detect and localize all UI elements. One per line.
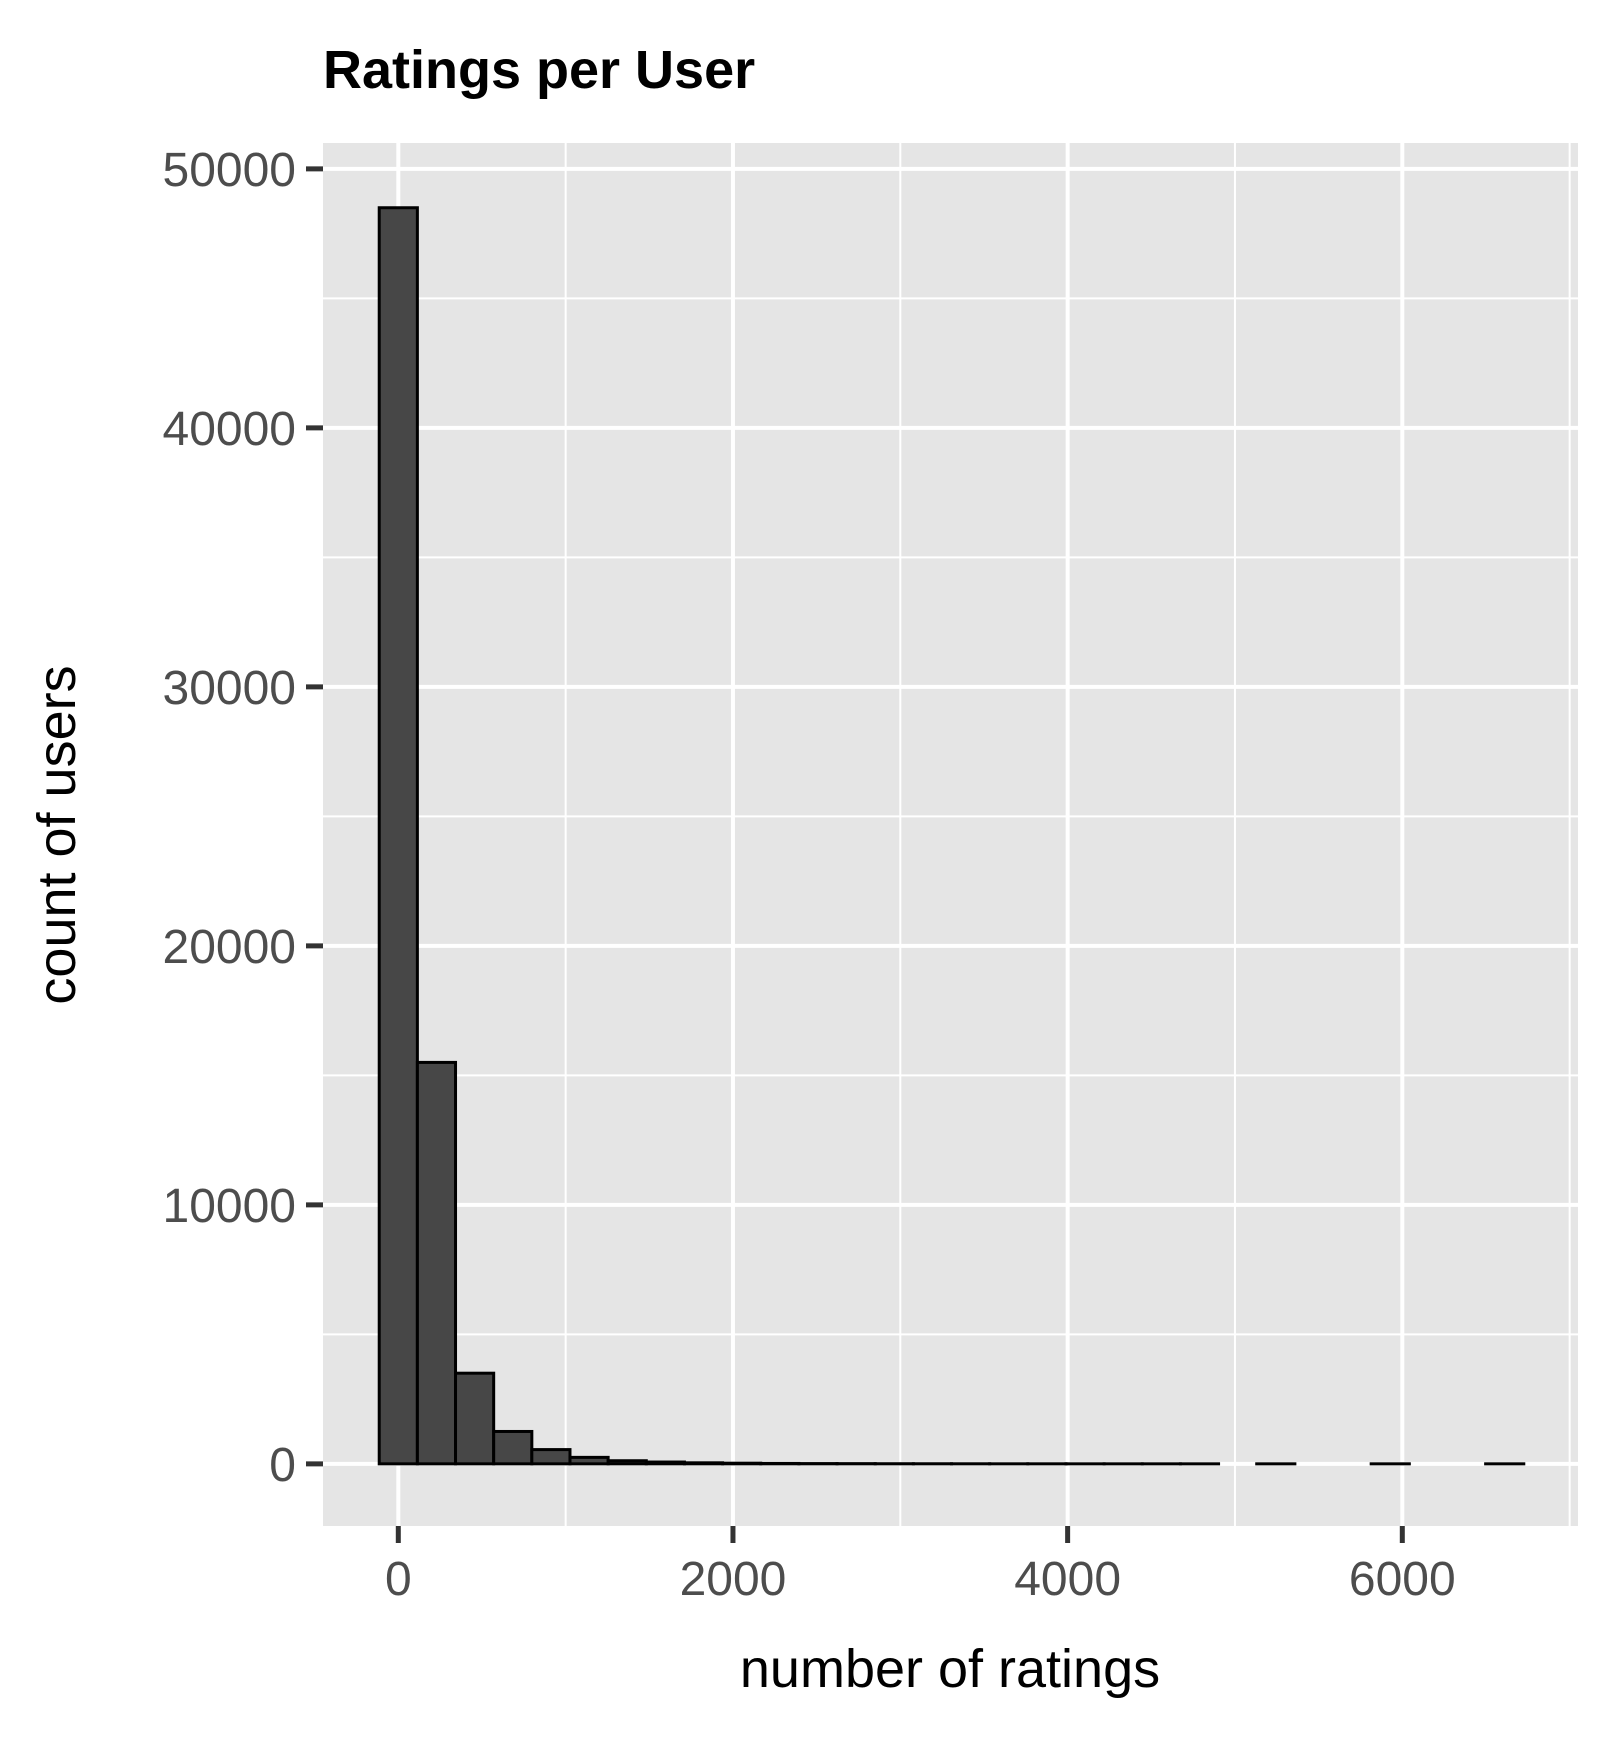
histogram-bar [530, 1448, 572, 1466]
y-tick-label: 30000 [163, 662, 296, 715]
histogram-bar [568, 1455, 610, 1466]
x-tick-label: 0 [385, 1553, 412, 1606]
x-tick-label: 2000 [680, 1553, 787, 1606]
histogram-bar [644, 1460, 686, 1466]
histogram-bar [454, 1371, 496, 1466]
chart-title: Ratings per User [323, 40, 755, 100]
y-tick-label: 50000 [163, 144, 296, 197]
y-axis-title: count of users [27, 665, 87, 1004]
x-axis: 0 2000 4000 6000 [385, 1526, 1456, 1606]
histogram-bars [377, 206, 1526, 1466]
y-tick-label: 0 [269, 1439, 296, 1492]
histogram-bar [606, 1459, 648, 1466]
y-axis: 0 10000 20000 30000 40000 50000 [163, 144, 323, 1492]
minor-gridlines [323, 143, 1578, 1526]
x-tick-label: 4000 [1014, 1553, 1121, 1606]
y-tick-label: 40000 [163, 403, 296, 456]
x-tick-label: 6000 [1349, 1553, 1456, 1606]
histogram-bar [721, 1461, 763, 1466]
y-tick-label: 10000 [163, 1180, 296, 1233]
histogram-bar [415, 1060, 458, 1466]
x-axis-title: number of ratings [740, 1639, 1160, 1699]
y-tick-label: 20000 [163, 921, 296, 974]
histogram-bar [492, 1429, 534, 1466]
histogram-bar [377, 206, 419, 1466]
histogram-bar [682, 1461, 725, 1466]
plot-panel [323, 143, 1578, 1526]
